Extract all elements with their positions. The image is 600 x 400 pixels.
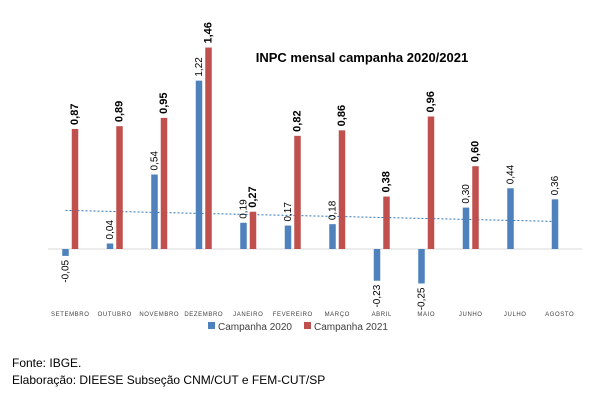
bar-campanha-2020	[551, 199, 559, 249]
data-label: 0,18	[328, 200, 339, 220]
data-label: -0,25	[417, 287, 428, 310]
data-label: 0,17	[283, 202, 294, 222]
chart-container: INPC mensal campanha 2020/2021 SETEMBRO O…	[48, 22, 582, 333]
x-tick-label: AGOSTO	[545, 312, 574, 318]
bar-campanha-2021	[116, 126, 123, 249]
x-tick-label: JUNHO	[459, 312, 483, 318]
legend-swatch	[208, 322, 215, 329]
bar-campanha-2020	[106, 243, 114, 249]
bar-campanha-2020	[284, 225, 292, 249]
bar-campanha-2021	[294, 135, 301, 249]
bar-campanha-2020	[329, 224, 336, 249]
bar-campanha-2020	[373, 249, 381, 281]
data-label: 1,46	[203, 22, 215, 43]
bar-campanha-2020	[507, 188, 514, 249]
data-label: 0,89	[114, 101, 126, 122]
data-label: 0,82	[292, 110, 304, 131]
bar-campanha-2021	[71, 128, 79, 249]
bar-campanha-2021	[160, 117, 168, 250]
data-label: 0,54	[150, 151, 161, 171]
data-label: 0,27	[247, 186, 259, 207]
x-tick-label: ABRIL	[372, 312, 392, 318]
bar-campanha-2020	[195, 80, 203, 249]
bar-campanha-2021	[383, 196, 390, 249]
data-label: 0,38	[381, 171, 393, 192]
legend-label: Campanha 2021	[314, 322, 388, 333]
x-tick-label: MAIO	[417, 312, 435, 318]
legend: Campanha 2020 Campanha 2021	[208, 322, 388, 333]
plot-area: SETEMBRO OUTUBRO NOVEMBRO DEZEMBRO JANEIRO FE…	[48, 22, 582, 318]
x-tick-label: NOVEMBRO	[139, 312, 179, 318]
data-label: -0,05	[61, 259, 72, 282]
bar-campanha-2021	[205, 47, 212, 249]
legend-label: Campanha 2020	[218, 322, 292, 333]
bar-campanha-2020	[240, 222, 247, 249]
data-label: 0,87	[69, 104, 81, 125]
x-tick-label: MARÇO	[325, 312, 350, 318]
data-label: 0,44	[506, 164, 517, 184]
chart-title: INPC mensal campanha 2020/2021	[256, 50, 468, 65]
x-tick-label: OUTUBRO	[98, 312, 132, 318]
bar-chart: INPC mensal campanha 2020/2021 SETEMBRO O…	[48, 22, 582, 333]
data-label: 0,86	[336, 105, 348, 126]
x-tick-label: JULHO	[504, 312, 527, 318]
source-note: Fonte: IBGE.	[12, 356, 82, 370]
x-tick-label: FEVEREIRO	[273, 312, 313, 318]
bar-campanha-2021	[472, 166, 479, 249]
bar-campanha-2021	[249, 211, 257, 249]
data-label: 0,36	[550, 175, 561, 195]
legend-swatch	[304, 322, 311, 329]
x-tick-label: JANEIRO	[233, 312, 263, 318]
x-tick-label: DEZEMBRO	[184, 312, 223, 318]
bar-campanha-2020	[62, 249, 69, 256]
credit-note: Elaboração: DIEESE Subseção CNM/CUT e FE…	[12, 373, 326, 387]
data-label: 0,19	[239, 199, 250, 219]
bar-campanha-2020	[151, 174, 158, 249]
bar-campanha-2021	[338, 130, 346, 249]
data-label: 0,96	[425, 91, 437, 112]
data-label: -0,23	[372, 284, 383, 307]
data-label: 0,95	[158, 92, 170, 113]
data-label: 0,60	[470, 141, 482, 162]
data-label: 0,04	[105, 220, 116, 240]
data-label: 0,30	[461, 184, 472, 204]
data-label: 1,22	[194, 57, 205, 77]
x-tick-label: SETEMBRO	[51, 312, 89, 318]
trend-line	[65, 209, 556, 222]
bar-campanha-2021	[427, 116, 435, 250]
bar-campanha-2020	[418, 249, 425, 284]
bar-campanha-2020	[462, 207, 470, 249]
